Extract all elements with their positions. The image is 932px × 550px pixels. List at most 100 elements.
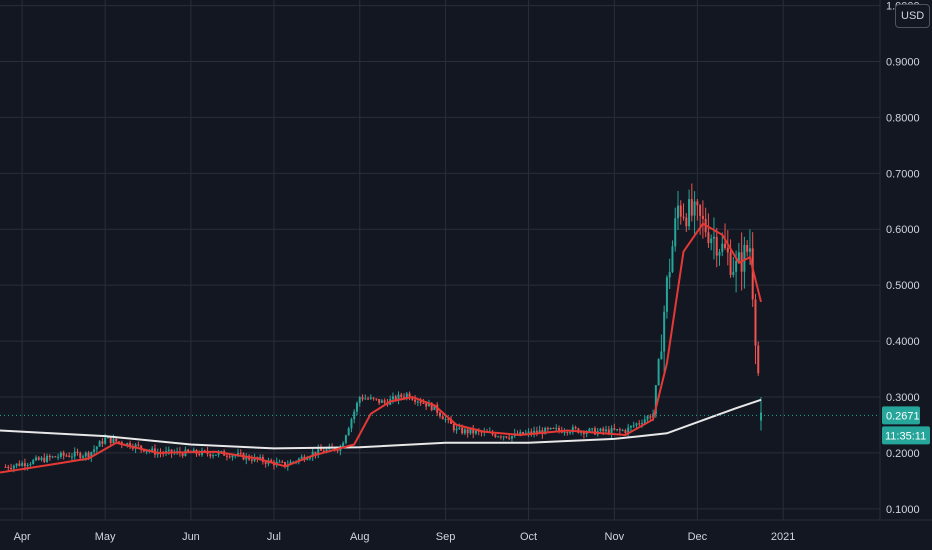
candle-body [549, 427, 552, 430]
candle-body [555, 427, 558, 429]
candle-body [729, 252, 732, 275]
candle-body [84, 452, 87, 457]
price-badge-bg [882, 406, 920, 425]
candle-body [32, 460, 35, 464]
candle-body [40, 457, 43, 460]
candle-body [430, 402, 433, 411]
candle-body [300, 456, 303, 459]
candle-body [353, 411, 356, 420]
candle-body [342, 442, 345, 448]
candle-body [629, 425, 632, 428]
candle-body [73, 451, 76, 457]
time-axis[interactable]: Apr May Jun Jul Aug Sep Oct Nov Dec 2021 [14, 531, 796, 543]
candle-body [710, 238, 713, 244]
candle-body [322, 450, 325, 452]
candle-body [394, 396, 397, 401]
y-tick-label: 0.6000 [886, 224, 920, 236]
candle-body [355, 403, 358, 412]
candle-body [151, 448, 154, 451]
x-tick-label: 2021 [771, 531, 795, 543]
candle-body [654, 385, 657, 414]
y-tick-label: 0.4000 [886, 336, 920, 348]
candle-body [70, 456, 73, 458]
candle-body [37, 457, 40, 460]
candle-body [250, 459, 253, 461]
candle-body [112, 438, 115, 443]
candle-body [447, 418, 450, 420]
candle-body [535, 430, 538, 433]
candle-body [51, 456, 54, 458]
candle-body [502, 436, 505, 438]
candle-body [34, 457, 37, 461]
candle-body [607, 429, 610, 434]
candle-body [209, 453, 212, 457]
candle-body [380, 400, 383, 403]
y-tick-label: 0.8000 [886, 112, 920, 124]
candle-body [203, 450, 206, 452]
candle-body [65, 455, 68, 457]
candle-body [610, 428, 613, 434]
candle-body [117, 441, 120, 443]
candle-body [505, 436, 508, 438]
candle-body [660, 351, 663, 360]
candle-body [21, 463, 24, 466]
candle-body [411, 398, 414, 400]
candle-body [104, 437, 107, 444]
candle-body [668, 272, 671, 278]
candle-body [444, 418, 447, 420]
candle-body [721, 243, 724, 253]
candle-body [369, 397, 372, 399]
candle-body [372, 397, 375, 399]
countdown-badge-bg [882, 426, 930, 445]
candle-body [314, 451, 317, 455]
candle-body [214, 454, 217, 456]
y-tick-label: 0.3000 [886, 392, 920, 404]
candle-body [613, 428, 616, 430]
candle-body [336, 450, 339, 452]
candle-body [46, 455, 49, 462]
candle-body [198, 453, 201, 455]
candle-body [126, 443, 129, 446]
candle-body [284, 462, 287, 467]
candle-body [557, 427, 560, 431]
candle-body [62, 452, 65, 456]
candle-body [367, 398, 370, 400]
candle-body [522, 432, 525, 435]
candle-body [746, 245, 749, 252]
candle-body [527, 431, 530, 433]
currency-selector[interactable]: USD [895, 4, 931, 28]
candle-body [499, 436, 502, 438]
candle-body [79, 453, 82, 458]
candle-body [621, 430, 624, 432]
candle-body [510, 436, 513, 439]
candle-body [712, 236, 715, 239]
candle-body [140, 445, 143, 449]
candle-body [715, 236, 718, 256]
candle-body [68, 455, 71, 457]
candle-body [593, 428, 596, 435]
candle-body [57, 456, 60, 458]
candle-body [4, 466, 7, 468]
candle-body [228, 456, 231, 458]
candle-body [743, 245, 746, 272]
x-tick-label: Sep [436, 531, 456, 543]
candle-body [320, 448, 323, 451]
candle-body [508, 437, 511, 439]
candle-body [760, 412, 763, 421]
candle-body [416, 401, 419, 403]
candle-body [643, 419, 646, 424]
x-tick-label: Nov [605, 531, 625, 543]
candle-body [754, 299, 757, 346]
candle-body [696, 201, 699, 206]
candle-body [10, 468, 13, 470]
candle-body [679, 205, 682, 217]
candle-body [599, 428, 602, 432]
candle-body [115, 438, 118, 442]
candle-body [433, 404, 436, 411]
candle-body [452, 423, 455, 431]
candle-body [466, 429, 469, 434]
candle-body [439, 412, 441, 417]
candle-body [425, 403, 428, 407]
